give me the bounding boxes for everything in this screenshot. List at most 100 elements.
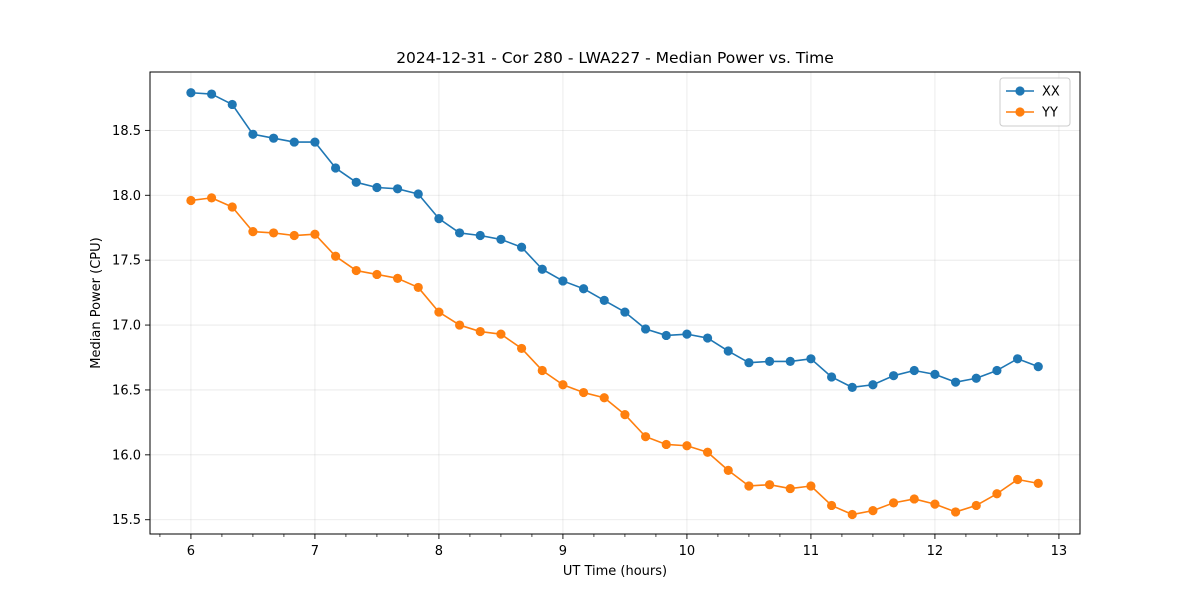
data-point-xx	[702, 333, 713, 343]
data-point-xx	[888, 371, 899, 381]
y-tick-label: 18.0	[112, 189, 141, 204]
legend-item-yy: YY	[1006, 106, 1058, 121]
data-point-xx	[186, 88, 196, 98]
chart-title: 2024-12-31 - Cor 280 - LWA227 - Median P…	[396, 49, 834, 67]
data-point-xx	[764, 356, 775, 366]
x-tick-label: 7	[311, 544, 319, 559]
x-tick-label: 8	[435, 544, 443, 559]
data-point-yy	[640, 432, 651, 442]
x-tick-label: 11	[803, 544, 820, 559]
data-point-yy	[723, 465, 733, 476]
legend-item-xx: XX	[1006, 85, 1060, 100]
data-point-xx	[310, 137, 320, 147]
data-point-xx	[434, 214, 444, 224]
legend-marker	[1015, 107, 1025, 117]
data-point-yy	[1012, 474, 1023, 485]
data-point-xx	[620, 307, 630, 317]
data-point-xx	[392, 184, 403, 194]
data-point-xx	[640, 324, 651, 334]
data-point-xx	[330, 163, 341, 173]
legend-label: XX	[1042, 85, 1060, 100]
data-point-yy	[248, 227, 258, 237]
data-point-xx	[516, 242, 527, 252]
data-point-xx	[847, 382, 857, 392]
data-point-yy	[620, 410, 630, 420]
data-point-yy	[475, 326, 485, 337]
y-tick-label: 17.5	[112, 254, 141, 269]
data-point-yy	[372, 269, 382, 280]
data-point-yy	[454, 320, 465, 330]
legend: XX YY	[999, 77, 1071, 127]
data-point-xx	[599, 295, 609, 306]
data-point-xx	[992, 365, 1002, 376]
data-point-xx	[454, 228, 465, 238]
x-tick-label: 6	[187, 544, 195, 559]
data-point-yy	[434, 307, 444, 317]
data-point-xx	[723, 346, 733, 356]
data-point-xx	[578, 284, 589, 294]
data-point-yy	[537, 365, 547, 376]
data-point-yy	[392, 273, 403, 283]
data-point-yy	[868, 506, 878, 516]
y-axis-label: Median Power (CPU)	[89, 237, 104, 368]
y-tick-label: 16.5	[112, 383, 141, 398]
data-point-yy	[413, 282, 423, 293]
legend-label: YY	[1041, 106, 1058, 121]
x-tick-label: 10	[679, 544, 696, 559]
data-point-yy	[351, 265, 361, 276]
data-point-yy	[599, 393, 609, 403]
data-point-yy	[888, 498, 899, 508]
data-point-xx	[930, 369, 940, 379]
x-axis-label: UT Time (hours)	[563, 564, 667, 579]
y-tick-label: 17.0	[112, 319, 141, 334]
data-point-xx	[558, 276, 568, 286]
plot-frame	[149, 71, 1081, 535]
data-point-yy	[186, 195, 196, 206]
data-point-yy	[496, 329, 506, 339]
data-point-xx	[661, 330, 671, 341]
series-xx	[186, 88, 1043, 392]
data-point-yy	[1033, 478, 1043, 488]
series-group	[186, 88, 1043, 520]
y-tick-label: 18.5	[112, 124, 141, 139]
data-point-xx	[826, 372, 837, 382]
data-point-xx	[682, 329, 692, 339]
data-point-yy	[227, 202, 237, 212]
x-tick-label: 12	[927, 544, 944, 559]
data-point-xx	[351, 177, 361, 187]
data-point-yy	[785, 483, 795, 494]
data-point-xx	[971, 373, 981, 383]
data-point-xx	[806, 354, 816, 364]
data-point-yy	[578, 387, 589, 398]
data-point-yy	[661, 439, 671, 450]
grid	[150, 72, 1080, 534]
data-point-xx	[909, 365, 919, 376]
data-point-xx	[289, 137, 299, 147]
x-tick-label: 9	[559, 544, 567, 559]
data-point-yy	[992, 489, 1002, 499]
data-point-xx	[785, 356, 795, 366]
data-point-yy	[516, 343, 527, 354]
data-point-xx	[227, 99, 237, 110]
data-point-xx	[868, 380, 878, 390]
series-yy	[186, 193, 1043, 520]
data-point-yy	[826, 500, 837, 511]
x-tick-label: 13	[1051, 544, 1068, 559]
data-point-yy	[268, 228, 279, 238]
data-point-yy	[744, 481, 754, 491]
x-axis: 6 7 8 9 10 11 12 13	[159, 534, 1068, 559]
data-point-yy	[330, 251, 341, 261]
data-point-xx	[206, 89, 217, 99]
data-point-xx	[248, 129, 258, 139]
data-point-xx	[268, 133, 279, 143]
data-point-xx	[372, 182, 382, 193]
data-point-yy	[310, 229, 320, 239]
data-point-yy	[971, 500, 981, 511]
data-point-xx	[1033, 361, 1043, 372]
data-point-xx	[413, 189, 423, 199]
data-point-xx	[537, 264, 547, 274]
y-tick-label: 15.5	[112, 513, 141, 528]
data-point-xx	[744, 358, 754, 368]
data-point-yy	[930, 499, 940, 509]
